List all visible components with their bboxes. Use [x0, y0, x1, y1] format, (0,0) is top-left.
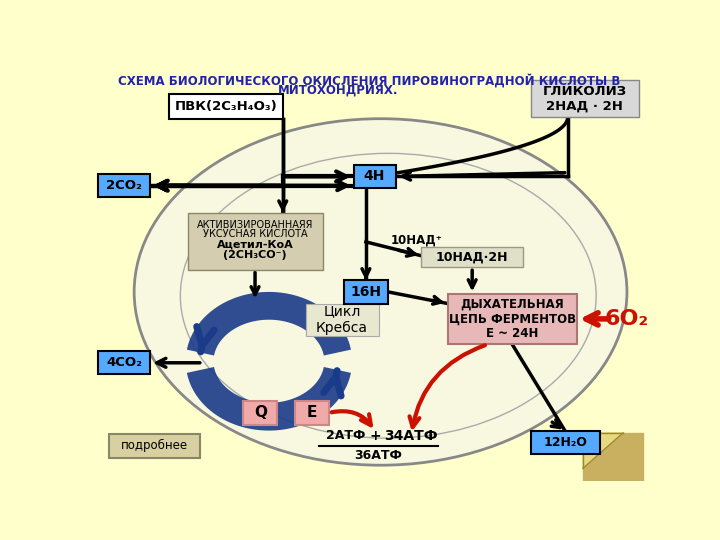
Text: +: +	[369, 429, 381, 443]
Text: АКТИВИЗИРОВАННАЯЯ: АКТИВИЗИРОВАННАЯЯ	[197, 220, 313, 230]
Text: ГЛИКОЛИЗ
2НАД · 2Н: ГЛИКОЛИЗ 2НАД · 2Н	[543, 85, 626, 113]
FancyBboxPatch shape	[354, 165, 396, 188]
Text: ПВК(2С₃Н₄О₃): ПВК(2С₃Н₄О₃)	[174, 100, 277, 113]
Text: 36АТФ: 36АТФ	[354, 449, 402, 462]
Text: 10НАД⁺: 10НАД⁺	[390, 234, 442, 247]
Text: 34АТФ: 34АТФ	[384, 429, 438, 443]
Text: 16Н: 16Н	[351, 285, 382, 299]
FancyBboxPatch shape	[343, 280, 388, 303]
FancyArrowPatch shape	[332, 411, 371, 426]
FancyBboxPatch shape	[109, 434, 199, 457]
FancyBboxPatch shape	[168, 94, 283, 119]
FancyArrowPatch shape	[410, 345, 485, 427]
Text: 10НАД·2Н: 10НАД·2Н	[436, 251, 508, 264]
Text: 12Н₂О: 12Н₂О	[544, 436, 588, 449]
Text: СХЕМА БИОЛОГИЧЕСКОГО ОКИСЛЕНИЯ ПИРОВИНОГРАДНОЙ КИСЛОТЫ В: СХЕМА БИОЛОГИЧЕСКОГО ОКИСЛЕНИЯ ПИРОВИНОГ…	[118, 74, 620, 88]
FancyBboxPatch shape	[306, 303, 379, 336]
FancyBboxPatch shape	[448, 294, 577, 345]
Polygon shape	[583, 433, 623, 468]
FancyBboxPatch shape	[531, 80, 639, 117]
Text: Е: Е	[307, 406, 318, 420]
Text: МИТОХОНДРИЯХ.: МИТОХОНДРИЯХ.	[278, 83, 398, 96]
FancyBboxPatch shape	[98, 174, 150, 197]
FancyBboxPatch shape	[188, 213, 323, 269]
Text: УКСУСНАЯ КИСЛОТА: УКСУСНАЯ КИСЛОТА	[203, 229, 307, 239]
Text: 2АТФ: 2АТФ	[326, 429, 366, 442]
Text: ДЫХАТЕЛЬНАЯ
ЦЕПЬ ФЕРМЕНТОВ
Е ~ 24Н: ДЫХАТЕЛЬНАЯ ЦЕПЬ ФЕРМЕНТОВ Е ~ 24Н	[449, 298, 576, 340]
Text: 4СО₂: 4СО₂	[106, 356, 142, 369]
Text: 6О₂: 6О₂	[605, 309, 649, 329]
Text: (2СН₃СО⁻): (2СН₃СО⁻)	[223, 250, 287, 260]
Text: Ацетил-КоА: Ацетил-КоА	[217, 239, 294, 249]
FancyBboxPatch shape	[295, 401, 329, 425]
Text: 4Н: 4Н	[364, 170, 385, 184]
FancyBboxPatch shape	[243, 401, 277, 425]
FancyBboxPatch shape	[531, 431, 600, 455]
Polygon shape	[583, 433, 643, 481]
Text: Цикл
Кребса: Цикл Кребса	[316, 305, 368, 335]
Text: подробнее: подробнее	[121, 440, 188, 453]
FancyBboxPatch shape	[98, 351, 150, 374]
Ellipse shape	[134, 119, 627, 465]
Text: 2СО₂: 2СО₂	[107, 179, 142, 192]
Text: Q: Q	[254, 406, 267, 420]
FancyBboxPatch shape	[421, 247, 523, 267]
